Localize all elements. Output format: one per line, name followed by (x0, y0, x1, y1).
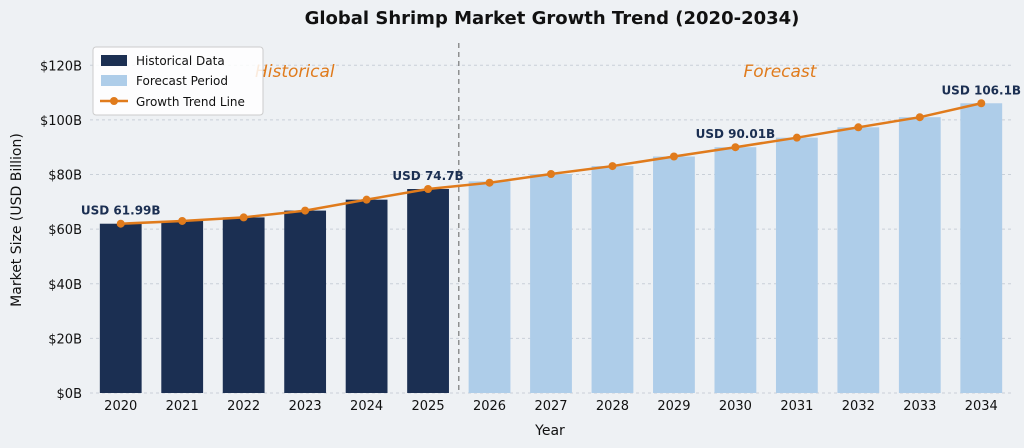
value-annotation: USD 61.99B (81, 204, 161, 218)
bars (99, 103, 1003, 394)
x-tick-label: 2026 (473, 399, 506, 414)
trend-point (485, 178, 494, 187)
historical-bar (99, 223, 142, 393)
x-tick-label: 2022 (227, 399, 260, 414)
value-annotations: USD 61.99B USD 74.7B USD 90.01B USD 106.1B (81, 83, 1021, 217)
y-tick-label: $120B (40, 59, 82, 74)
x-tick-label: 2020 (104, 399, 137, 414)
x-tick-label: 2030 (719, 399, 752, 414)
y-tick-label: $20B (48, 332, 82, 347)
chart-title: Global Shrimp Market Growth Trend (2020-… (305, 8, 800, 29)
forecast-bar (775, 137, 818, 393)
x-tick-label: 2032 (842, 399, 875, 414)
historical-bar (161, 220, 204, 393)
trend-point (362, 195, 371, 204)
y-tick-label: $40B (48, 278, 82, 293)
value-annotation: USD 74.7B (392, 169, 463, 183)
forecast-bar (960, 103, 1003, 393)
x-tick-label: 2023 (289, 399, 322, 414)
trend-point (731, 143, 740, 152)
x-tick-label: 2029 (657, 399, 690, 414)
y-tick-label: $80B (48, 169, 82, 184)
legend-swatch-forecast (101, 75, 127, 86)
forecast-bar (653, 156, 695, 393)
legend-label-trend: Growth Trend Line (136, 95, 245, 109)
forecast-region-label: Forecast (744, 62, 818, 82)
trend-point (792, 133, 801, 142)
y-axis-ticks: $0B $20B $40B $60B $80B $100B $120B (40, 59, 82, 402)
legend: Historical Data Forecast Period Growth T… (92, 46, 264, 116)
x-tick-label: 2033 (903, 399, 936, 414)
legend-trend-marker (110, 97, 118, 105)
historical-bar (345, 199, 388, 393)
trend-point (424, 185, 433, 194)
forecast-bar (530, 173, 572, 393)
trend-point (116, 219, 125, 228)
x-tick-label: 2031 (780, 399, 813, 414)
value-annotation: USD 90.01B (696, 127, 776, 141)
x-tick-label: 2021 (166, 399, 199, 414)
trend-point (977, 99, 986, 108)
x-tick-label: 2027 (534, 399, 567, 414)
y-axis-label: Market Size (USD Billion) (9, 133, 25, 307)
legend-label-historical: Historical Data (136, 54, 225, 68)
x-axis-ticks: 2020 2021 2022 2023 2024 2025 2026 2027 2028 2029… (104, 399, 998, 414)
historical-bar (407, 189, 449, 393)
x-tick-label: 2028 (596, 399, 629, 414)
x-axis-label: Year (534, 423, 565, 439)
forecast-bar (714, 147, 757, 393)
trend-point (669, 152, 678, 161)
forecast-bar (837, 127, 880, 394)
trend-point (854, 123, 863, 132)
y-tick-label: $60B (48, 223, 82, 238)
historical-bar (222, 217, 265, 393)
trend-point (239, 213, 248, 222)
y-tick-label: $0B (57, 387, 82, 402)
value-annotation: USD 106.1B (941, 83, 1021, 97)
legend-label-forecast: Forecast Period (136, 74, 228, 88)
legend-swatch-historical (101, 55, 127, 66)
x-tick-label: 2024 (350, 399, 383, 414)
trend-point (547, 169, 555, 178)
y-tick-label: $100B (40, 114, 82, 129)
trend-point (915, 113, 924, 122)
x-tick-label: 2034 (965, 399, 998, 414)
trend-point (608, 162, 617, 171)
forecast-bar (591, 166, 634, 393)
forecast-bar (468, 181, 511, 393)
trend-point (178, 216, 187, 225)
trend-point (301, 206, 310, 215)
historical-region-label: Historical (255, 62, 335, 82)
forecast-bar (898, 117, 941, 393)
trend-line-group (116, 99, 986, 228)
x-tick-label: 2025 (412, 399, 445, 414)
legend-box (92, 46, 264, 116)
historical-bar (284, 210, 327, 393)
